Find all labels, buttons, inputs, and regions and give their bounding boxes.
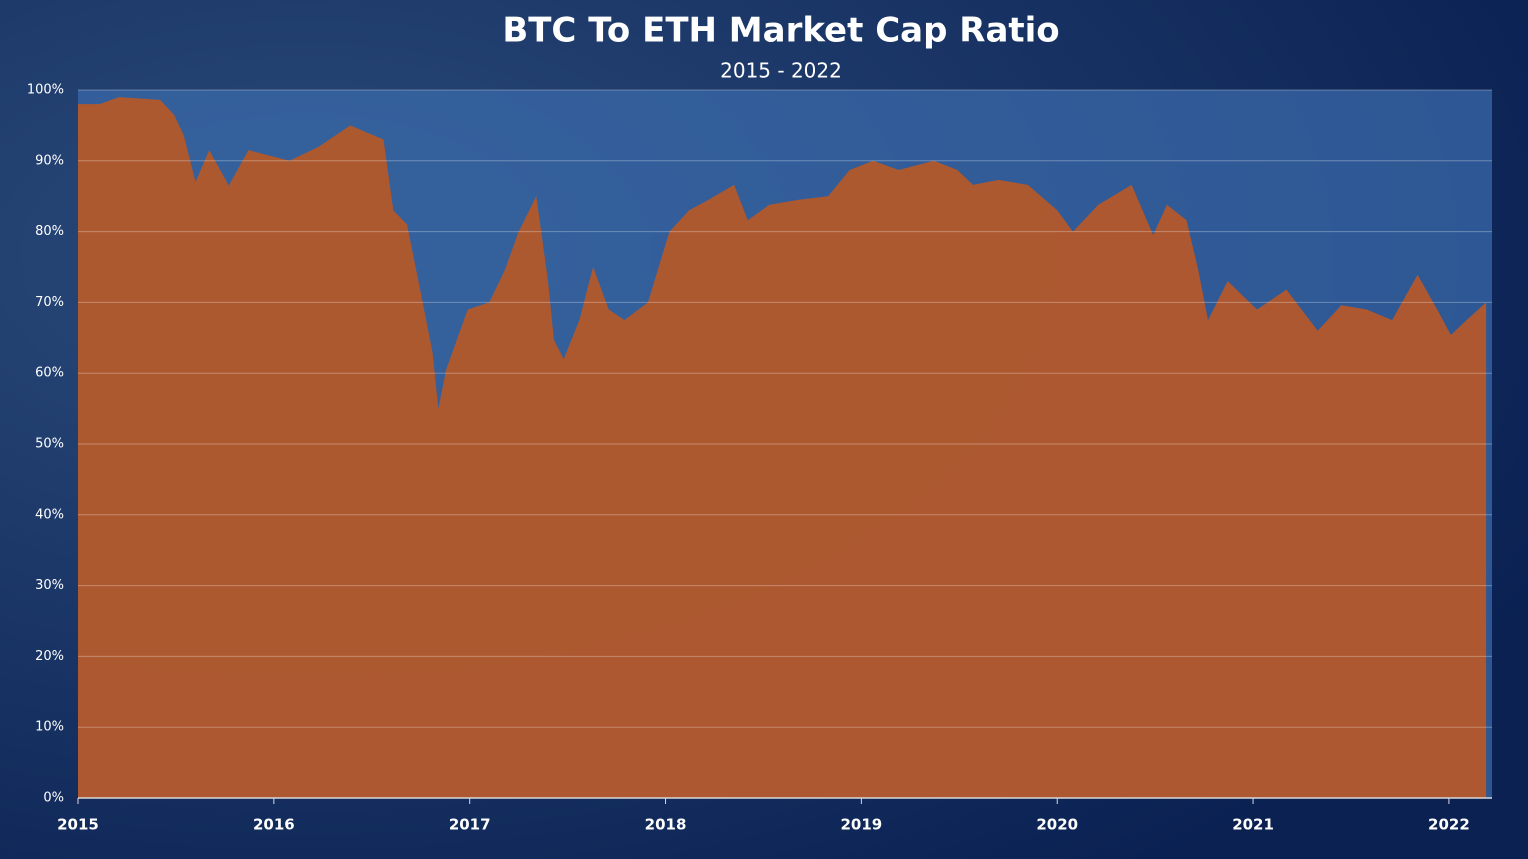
x-tick-label: 2016: [253, 816, 295, 834]
chart-title: BTC To ETH Market Cap Ratio: [502, 11, 1059, 51]
y-tick-label: 80%: [35, 224, 64, 239]
area: [78, 97, 1487, 798]
x-tick-label: 2017: [449, 816, 491, 834]
y-tick-label: 0%: [43, 791, 64, 806]
y-tick-label: 20%: [35, 649, 64, 664]
x-tick-label: 2022: [1428, 816, 1470, 834]
chart-subtitle: 2015 - 2022: [720, 59, 842, 83]
y-tick-label: 50%: [35, 437, 64, 452]
y-tick-label: 30%: [35, 578, 64, 593]
y-tick-label: 90%: [35, 153, 64, 168]
x-tick-label: 2018: [645, 816, 687, 834]
x-tick-label: 2021: [1232, 816, 1274, 834]
x-tick-label: 2019: [841, 816, 883, 834]
x-tick-label: 2015: [57, 816, 99, 834]
y-tick-label: 10%: [35, 720, 64, 735]
x-tick-label: 2020: [1036, 816, 1078, 834]
y-tick-label: 40%: [35, 507, 64, 522]
y-tick-label: 100%: [27, 83, 64, 98]
y-tick-label: 60%: [35, 366, 64, 381]
y-tick-label: 70%: [35, 295, 64, 310]
